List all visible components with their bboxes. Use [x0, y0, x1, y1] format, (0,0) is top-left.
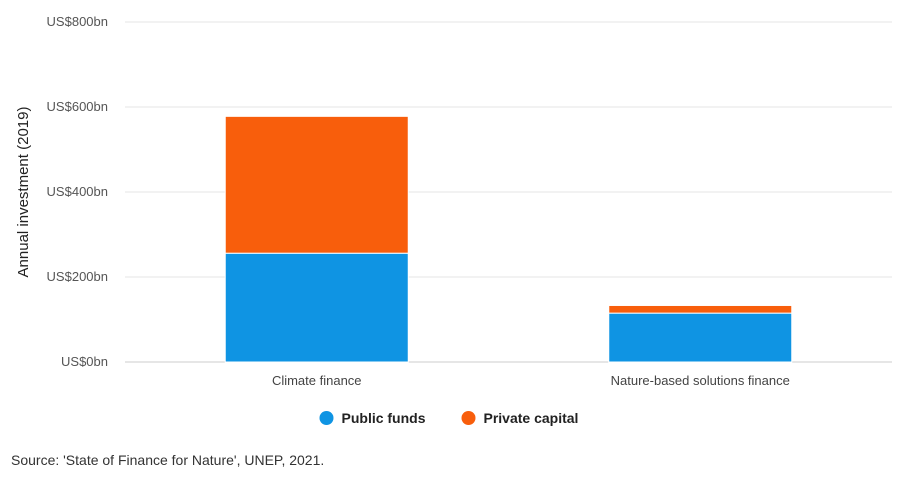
y-tick-label: US$200bn	[47, 269, 108, 284]
x-category-label: Nature-based solutions finance	[611, 373, 790, 388]
bar-segment-private-capital	[608, 304, 793, 314]
bar-segment-public-funds	[608, 312, 793, 363]
legend-label: Public funds	[342, 410, 426, 426]
source-note: Source: 'State of Finance for Nature', U…	[11, 452, 325, 468]
stacked-bar-chart: US$0bn US$200bn US$400bn US$600bn US$800bn C…	[15, 14, 892, 426]
bars	[224, 115, 793, 363]
legend: Public funds Private capital	[319, 410, 579, 426]
bar-segment-public-funds	[224, 252, 409, 363]
legend-label: Private capital	[484, 410, 579, 426]
legend-marker	[319, 411, 334, 425]
legend-marker	[461, 411, 476, 425]
y-tick-label: US$400bn	[47, 184, 108, 199]
bar-segment-private-capital	[224, 115, 409, 254]
y-tick-label: US$600bn	[47, 99, 108, 114]
y-axis-title: Annual investment (2019)	[15, 107, 32, 278]
y-tick-label: US$800bn	[47, 14, 108, 29]
y-axis-ticks: US$0bn US$200bn US$400bn US$600bn US$800bn	[47, 14, 108, 369]
x-axis-categories: Climate finance Nature-based solutions fi…	[272, 373, 790, 388]
x-category-label: Climate finance	[272, 373, 362, 388]
y-tick-label: US$0bn	[61, 354, 108, 369]
